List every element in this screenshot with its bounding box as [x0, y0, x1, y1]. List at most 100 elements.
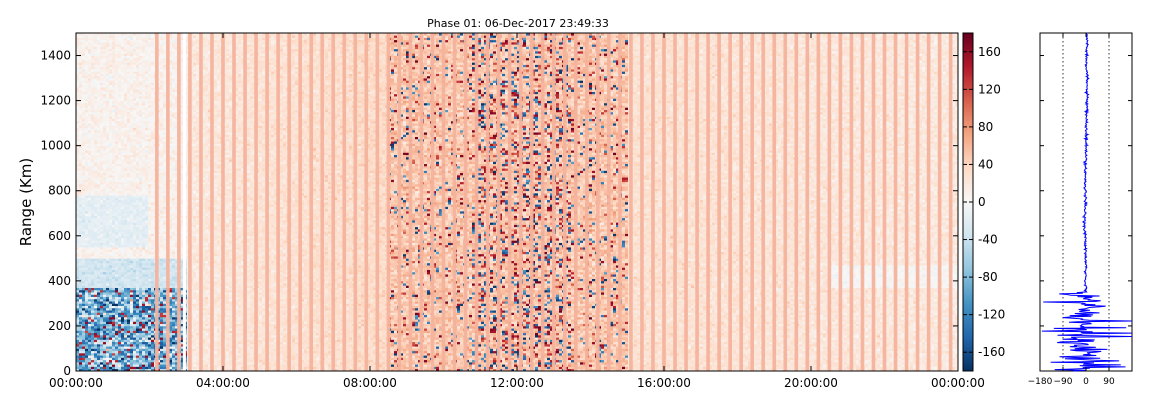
- heatmap-cell: [85, 155, 88, 158]
- heatmap-cell: [88, 125, 91, 128]
- figure: Phase 01: 06-Dec-2017 23:49:33 00:00:00 0…: [0, 0, 1150, 407]
- heatmap-cell: [79, 207, 82, 210]
- heatmap-cell: [91, 337, 94, 340]
- heatmap-cell: [82, 62, 85, 65]
- heatmap-cell: [91, 339, 94, 342]
- heatmap-cell: [76, 346, 79, 349]
- heatmap-cell: [82, 360, 85, 363]
- heatmap-cell: [79, 125, 82, 128]
- heatmap-cell: [82, 220, 85, 223]
- heatmap-cell: [82, 263, 85, 266]
- heatmap-cell: [79, 170, 82, 173]
- heatmap-plot: 00:00:00 04:00:00 08:00:00 12:00:00 16:00:00…: [17, 33, 985, 390]
- heatmap-cell: [82, 276, 85, 279]
- heatmap-cell: [76, 168, 79, 171]
- heatmap-cell: [85, 184, 88, 187]
- heatmap-cell: [76, 292, 79, 295]
- heatmap-cell: [88, 114, 91, 117]
- heatmap-cell: [85, 261, 88, 264]
- heatmap-cell: [85, 193, 88, 196]
- heatmap-cell: [82, 261, 85, 264]
- heatmap-cell: [76, 76, 79, 79]
- heatmap-cell: [76, 107, 79, 110]
- heatmap-cell: [76, 339, 79, 342]
- heatmap-cell: [85, 67, 88, 70]
- heatmap-cell: [76, 348, 79, 351]
- heatmap-cell: [88, 238, 91, 241]
- heatmap-cell: [88, 71, 91, 74]
- heatmap-cell: [79, 211, 82, 214]
- heatmap-cell: [82, 245, 85, 248]
- heatmap-cell: [79, 65, 82, 68]
- heatmap-cell: [79, 67, 82, 70]
- chart-title: Phase 01: 06-Dec-2017 23:49:33: [427, 17, 609, 30]
- heatmap-cell: [88, 78, 91, 81]
- heatmap-cell: [82, 243, 85, 246]
- heatmap-cell: [76, 116, 79, 119]
- heatmap-cell: [79, 245, 82, 248]
- heatmap-cell: [85, 267, 88, 270]
- heatmap-cell: [88, 67, 91, 70]
- heatmap-cell: [76, 351, 79, 354]
- heatmap-cell: [88, 56, 91, 59]
- heatmap-cell: [88, 263, 91, 266]
- heatmap-cell: [79, 89, 82, 92]
- heatmap-cell: [82, 114, 85, 117]
- heatmap-cell: [88, 146, 91, 149]
- heatmap-cell: [85, 236, 88, 239]
- heatmap-cell: [85, 132, 88, 135]
- heatmap-cell: [88, 243, 91, 246]
- heatmap-cell: [85, 333, 88, 336]
- heatmap-cell: [88, 173, 91, 176]
- heatmap-cell: [79, 159, 82, 162]
- heatmap-cell: [82, 353, 85, 356]
- heatmap-cell: [88, 42, 91, 45]
- heatmap-cell: [82, 213, 85, 216]
- heatmap-cell: [79, 297, 82, 300]
- heatmap-cell: [76, 105, 79, 108]
- heatmap-cell: [76, 364, 79, 367]
- heatmap-cell: [76, 353, 79, 356]
- heatmap-cell: [82, 247, 85, 250]
- heatmap-cell: [85, 53, 88, 56]
- heatmap-cell: [88, 74, 91, 77]
- heatmap-cell: [76, 229, 79, 232]
- heatmap-cell: [82, 60, 85, 63]
- heatmap-cell: [76, 308, 79, 311]
- heatmap-cell: [85, 353, 88, 356]
- heatmap-cell: [85, 288, 88, 291]
- heatmap-cell: [85, 35, 88, 38]
- heatmap-cell: [82, 103, 85, 106]
- heatmap-cell: [76, 152, 79, 155]
- heatmap-cell: [76, 38, 79, 41]
- heatmap-cell: [88, 148, 91, 151]
- heatmap-cell: [76, 92, 79, 95]
- heatmap-cell: [82, 281, 85, 284]
- heatmap-cell: [79, 71, 82, 74]
- heatmap-cell: [76, 265, 79, 268]
- heatmap-cell: [82, 175, 85, 178]
- heatmap-cell: [76, 150, 79, 153]
- heatmap-cell: [79, 96, 82, 99]
- heatmap-cell: [79, 321, 82, 324]
- heatmap-cell: [85, 177, 88, 180]
- heatmap-cell: [79, 184, 82, 187]
- heatmap-cell: [79, 134, 82, 137]
- heatmap-cell: [79, 218, 82, 221]
- heatmap-cell: [85, 270, 88, 273]
- heatmap-cell: [76, 328, 79, 331]
- heatmap-cell: [88, 159, 91, 162]
- heatmap-cell: [85, 62, 88, 65]
- heatmap-cell: [79, 177, 82, 180]
- heatmap-cell: [79, 366, 82, 369]
- heatmap-cell: [82, 191, 85, 194]
- heatmap-cell: [82, 231, 85, 234]
- heatmap-cell: [79, 317, 82, 320]
- heatmap-cell: [85, 265, 88, 268]
- heatmap-cell: [82, 188, 85, 191]
- heatmap-cell: [79, 290, 82, 293]
- heatmap-cell: [79, 312, 82, 315]
- heatmap-cell: [76, 67, 79, 70]
- heatmap-cell: [76, 110, 79, 113]
- heatmap-cell: [88, 137, 91, 140]
